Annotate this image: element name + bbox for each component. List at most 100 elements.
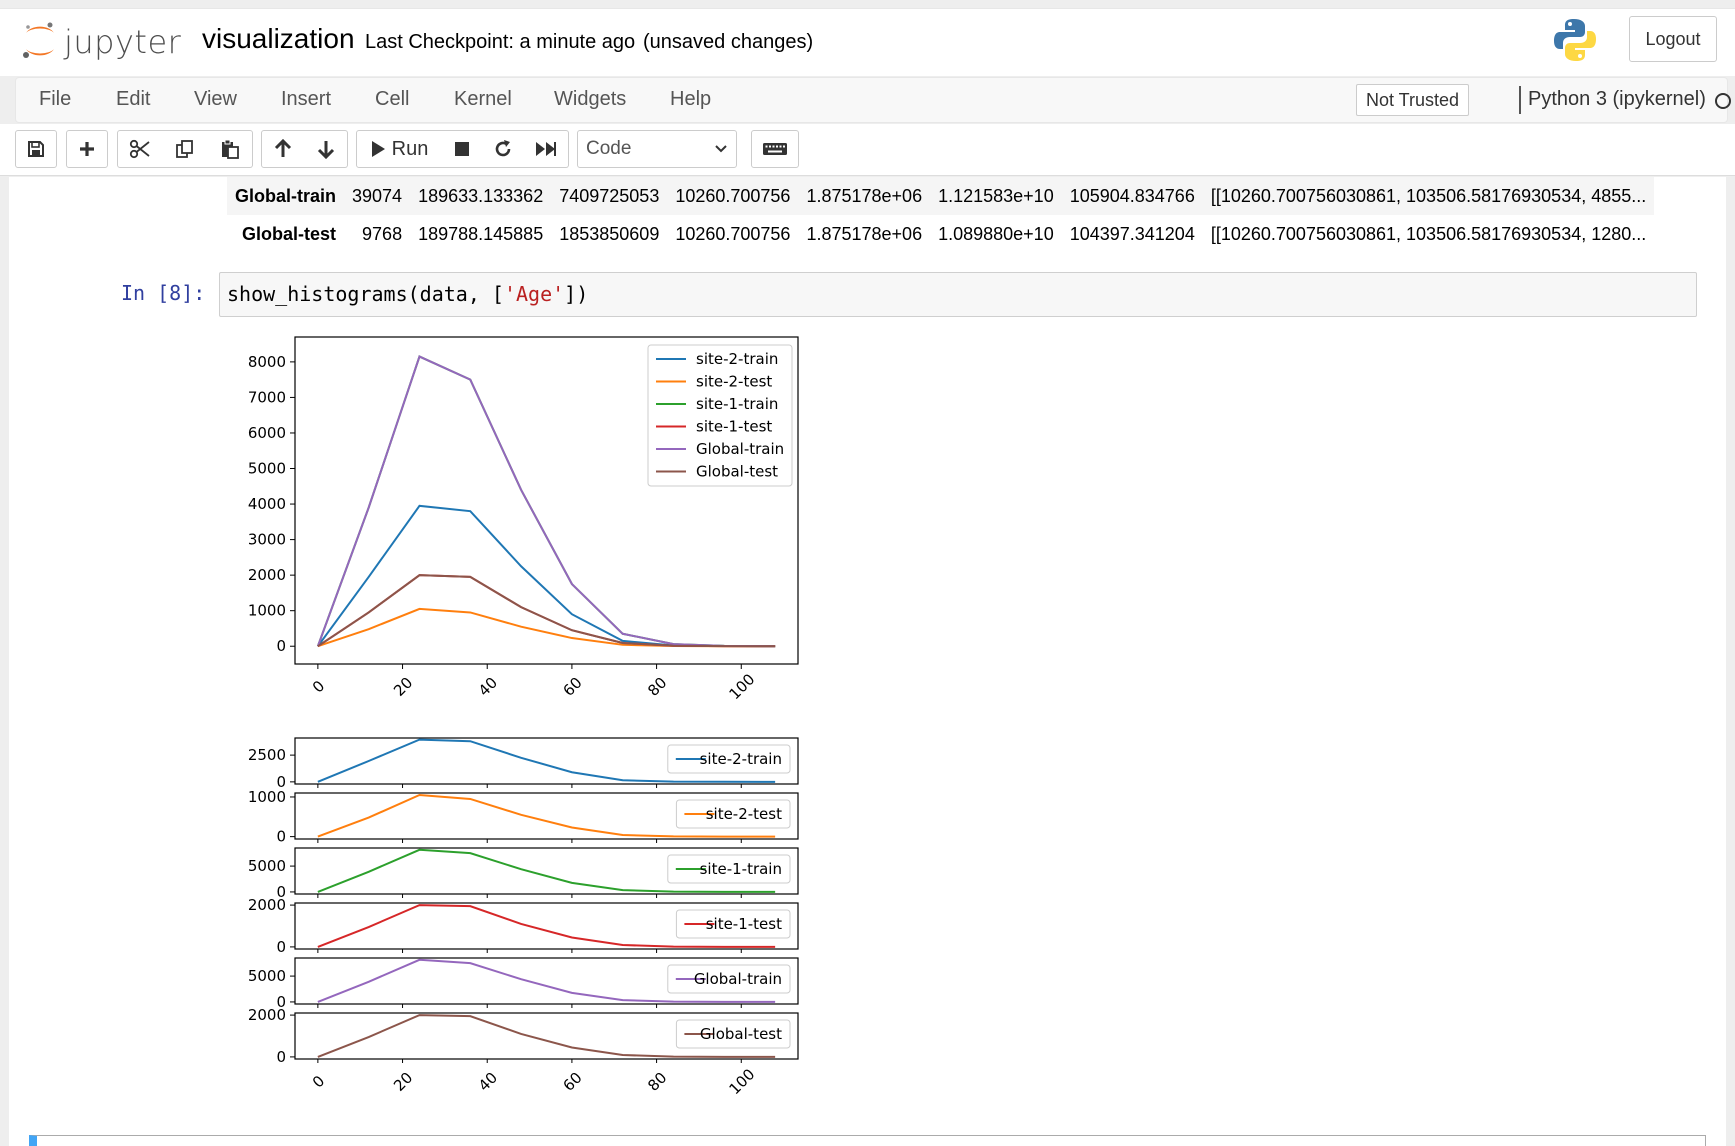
interrupt-button[interactable] bbox=[441, 130, 483, 168]
series-line-Global-test bbox=[317, 1014, 776, 1058]
y-tick-label: 0 bbox=[276, 938, 286, 956]
chevron-down-icon bbox=[715, 145, 727, 153]
run-button[interactable]: Run bbox=[356, 130, 442, 168]
cut-icon bbox=[129, 139, 150, 159]
command-palette-button[interactable] bbox=[751, 130, 799, 168]
y-tick-label: 0 bbox=[276, 637, 286, 655]
legend-label: site-2-test bbox=[696, 373, 772, 391]
x-tick-label: 100 bbox=[725, 1065, 758, 1098]
arrow-up-icon bbox=[274, 139, 292, 157]
save-icon bbox=[28, 141, 44, 157]
table-cell: 7409725053 bbox=[559, 185, 660, 206]
menubar: File Edit View Insert Cell Kernel Widget… bbox=[15, 77, 1731, 123]
subplot-site-2-test: 0 1000 site-2-test bbox=[248, 788, 799, 846]
notebook-name[interactable]: visualization bbox=[202, 23, 355, 54]
menu-insert[interactable]: Insert bbox=[281, 88, 332, 110]
arrow-down-icon bbox=[317, 141, 334, 159]
move-down-button[interactable] bbox=[304, 130, 348, 168]
copy-icon bbox=[175, 140, 193, 158]
legend-label: site-2-test bbox=[706, 805, 782, 823]
subplot-site-2-train: 0 2500 site-2-train bbox=[248, 737, 799, 791]
cell-type-select[interactable]: Code bbox=[577, 130, 737, 168]
menu-widgets[interactable]: Widgets bbox=[554, 88, 627, 110]
dataframe-output: Global-train 39074 189633.133362 7409725053… bbox=[227, 177, 1655, 253]
table-cell: 104397.341204 bbox=[1069, 223, 1195, 244]
copy-button[interactable] bbox=[162, 130, 208, 168]
legend-label: site-1-train bbox=[696, 395, 778, 413]
table-cell: 1853850609 bbox=[559, 223, 660, 244]
table-cell: [[10260.700756030861, 103506.58176930534… bbox=[1210, 185, 1647, 206]
code-prefix: show_histograms(data, [ bbox=[227, 282, 504, 306]
insert-cell-button[interactable] bbox=[66, 130, 108, 168]
paste-button[interactable] bbox=[207, 130, 253, 168]
python-logo-icon bbox=[1554, 19, 1596, 61]
notebook-container: Global-train 39074 189633.133362 7409725053… bbox=[9, 177, 1726, 1146]
legend-label: site-1-test bbox=[706, 915, 782, 933]
menu-cell[interactable]: Cell bbox=[375, 88, 410, 110]
kernel-separator bbox=[1519, 86, 1521, 114]
legend-label: Global-train bbox=[694, 970, 782, 988]
keyboard-icon bbox=[763, 143, 787, 155]
y-tick-label: 5000 bbox=[248, 857, 286, 875]
y-tick-label: 1000 bbox=[248, 788, 286, 806]
trust-button[interactable]: Not Trusted bbox=[1356, 84, 1470, 116]
menu-view[interactable]: View bbox=[194, 88, 237, 110]
code-text: show_histograms(data, ['Age']) bbox=[227, 282, 588, 306]
x-tick-label: 60 bbox=[559, 1069, 585, 1095]
subplot-site-1-train: 0 5000 site-1-train bbox=[248, 847, 799, 901]
x-tick-label: 80 bbox=[644, 1069, 670, 1095]
series-line-Global-test bbox=[317, 574, 776, 648]
x-tick-label: 40 bbox=[475, 674, 501, 700]
checkpoint-status: Last Checkpoint: a minute ago bbox=[365, 31, 636, 53]
legend-label: site-1-test bbox=[696, 418, 772, 436]
plus-icon bbox=[80, 142, 94, 156]
menu-file[interactable]: File bbox=[39, 88, 72, 110]
legend-box bbox=[675, 1019, 791, 1049]
cut-button[interactable] bbox=[117, 130, 163, 168]
x-tick-label: 20 bbox=[390, 1069, 416, 1095]
legend-label: site-2-train bbox=[700, 750, 782, 768]
subplot-Global-test: 0 2000 Global-test bbox=[248, 1006, 799, 1066]
paste-icon bbox=[221, 139, 239, 159]
series-line-site-2-train bbox=[317, 738, 776, 783]
table-cell: 39074 bbox=[352, 185, 403, 206]
y-tick-label: 0 bbox=[276, 1048, 286, 1066]
run-label: Run bbox=[391, 137, 429, 160]
code-cell-editor[interactable]: show_histograms(data, ['Age']) bbox=[219, 272, 1697, 317]
menu-help[interactable]: Help bbox=[670, 88, 712, 110]
jupyter-logo[interactable]: jupyter bbox=[20, 19, 182, 63]
menu-kernel[interactable]: Kernel bbox=[454, 88, 512, 110]
logo-text: jupyter bbox=[64, 23, 182, 61]
legend-box bbox=[667, 964, 791, 994]
series-line-site-2-test bbox=[317, 793, 776, 838]
y-tick-label: 7000 bbox=[248, 388, 286, 406]
move-up-button[interactable] bbox=[261, 130, 305, 168]
y-tick-label: 5000 bbox=[248, 967, 286, 985]
y-tick-label: 4000 bbox=[248, 495, 286, 513]
y-tick-label: 2000 bbox=[248, 566, 286, 584]
next-code-cell[interactable] bbox=[29, 1135, 1706, 1146]
table-cell: 10260.700756 bbox=[675, 223, 791, 244]
series-line-Global-train bbox=[317, 958, 776, 1003]
kernel-name[interactable]: Python 3 (ipykernel) bbox=[1528, 88, 1706, 110]
legend-box bbox=[667, 854, 791, 884]
jupyter-logo-icon bbox=[23, 22, 54, 58]
table-row: Global-test 9768 189788.145885 1853850609 10… bbox=[227, 215, 1654, 253]
y-tick-label: 0 bbox=[276, 773, 286, 791]
logout-button[interactable]: Logout bbox=[1629, 16, 1717, 62]
restart-button[interactable] bbox=[482, 130, 524, 168]
table-cell: 105904.834766 bbox=[1069, 185, 1195, 206]
toolbar: Run Code bbox=[0, 124, 1735, 176]
row-label: Global-train bbox=[235, 185, 337, 206]
table-cell: 1.121583e+10 bbox=[938, 185, 1054, 206]
legend-box bbox=[675, 909, 791, 939]
table-row: Global-train 39074 189633.133362 7409725053… bbox=[227, 177, 1655, 215]
code-string: 'Age' bbox=[503, 282, 565, 306]
subplot-site-1-test: 0 2000 site-1-test bbox=[248, 896, 799, 956]
restart-run-all-button[interactable] bbox=[523, 130, 569, 168]
menu-edit[interactable]: Edit bbox=[116, 88, 151, 110]
y-tick-label: 2500 bbox=[248, 746, 286, 764]
save-button[interactable] bbox=[15, 130, 57, 168]
legend-label: site-2-train bbox=[696, 350, 778, 368]
